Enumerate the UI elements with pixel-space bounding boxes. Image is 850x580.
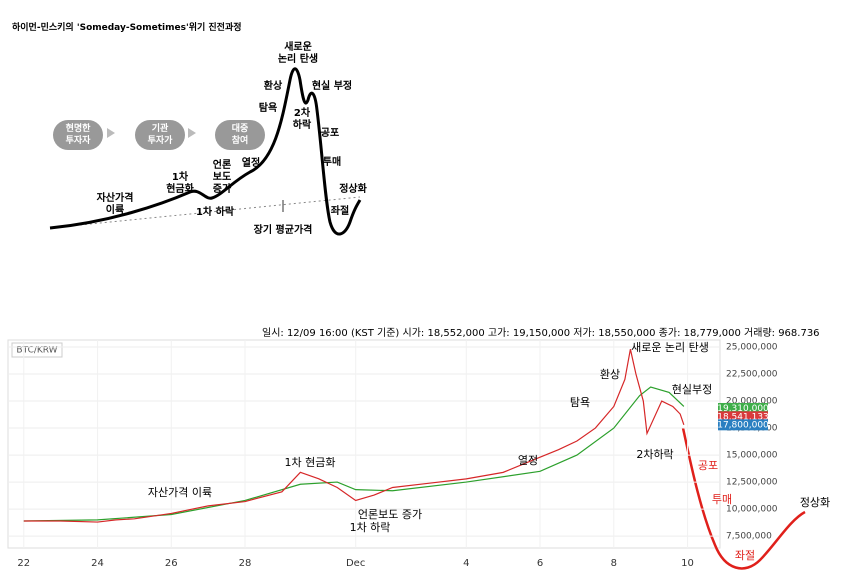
symbol-box xyxy=(11,342,63,358)
y-tick-label: 22,500,000 xyxy=(726,370,778,380)
diagram-label: 장기 평균가격 xyxy=(253,225,313,236)
price-badge xyxy=(718,403,768,415)
chart-annotation: 2차하락 xyxy=(636,448,674,461)
price-badge xyxy=(718,411,768,423)
x-tick-label: 10 xyxy=(681,558,694,569)
x-tick-label: 28 xyxy=(239,558,252,569)
avg-line xyxy=(49,196,361,229)
diagram-label: 공포 xyxy=(320,128,340,139)
diagram-label: 환상 xyxy=(263,81,283,92)
price-line xyxy=(23,386,685,522)
y-tick-label: 25,000,000 xyxy=(726,343,778,353)
chart-annotation: 공포 xyxy=(697,459,719,472)
price-line xyxy=(23,349,685,523)
x-tick-label: 6 xyxy=(537,558,543,569)
cycle-curve xyxy=(49,67,362,236)
x-tick-label: 4 xyxy=(463,558,469,569)
diagram-label: 열정 xyxy=(241,158,261,169)
ohlc-header: 일시: 12/09 16:00 (KST 기준) 시가: 18,552,000 … xyxy=(262,327,820,339)
y-tick-label: 15,000,000 xyxy=(726,451,778,461)
chart-annotation: 투매 xyxy=(711,493,733,506)
diagram-title: 하이먼-민스키의 'Someday-Sometimes'위기 진전과정 xyxy=(12,23,242,33)
chart-annotation: 언론보도 증가 xyxy=(357,508,423,521)
plot-frame xyxy=(7,339,721,549)
stage: 현명한 투자자 xyxy=(53,120,103,150)
stage: 대중 참여 xyxy=(215,120,265,150)
chart-annotation: 1차 하락 xyxy=(349,521,391,534)
price-badge xyxy=(718,419,768,431)
x-tick-label: 26 xyxy=(165,558,178,569)
chart-annotation: 좌절 xyxy=(734,549,756,562)
x-tick-label: 8 xyxy=(611,558,617,569)
diagram-label: 탐욕 xyxy=(258,103,278,114)
diagram-label: 1차 현금화 xyxy=(166,172,194,195)
diagram-label: 좌절 xyxy=(330,206,350,217)
y-tick-label: 7,500,000 xyxy=(726,532,772,542)
price-badge-label: 18,541,133 xyxy=(717,412,769,422)
diagram-label: 정상화 xyxy=(339,184,367,195)
stage: 기관 투자가 xyxy=(135,120,185,150)
diagram-label: 현실 부정 xyxy=(311,81,353,92)
diagram-label: 1차 하락 xyxy=(195,207,235,218)
diagram-label: 언론 보도 증가 xyxy=(212,160,232,195)
chart-annotation: 정상화 xyxy=(799,496,831,509)
y-tick-label: 20,000,000 xyxy=(726,397,778,407)
diagram-label: 새로운 논리 탄생 xyxy=(277,42,319,65)
x-tick-label: Dec xyxy=(346,558,365,569)
forecast-curve xyxy=(681,427,806,570)
price-badge-label: 19,310,000 xyxy=(717,404,769,414)
diagram-label: 투매 xyxy=(322,157,342,168)
price-badge-label: 17,800,000 xyxy=(717,420,769,430)
diagram-label: 자산가격 이륙 xyxy=(96,193,134,216)
y-tick-label: 10,000,000 xyxy=(726,505,778,515)
chart-annotation: 탐욕 xyxy=(569,396,591,409)
x-tick-label: 24 xyxy=(91,558,104,569)
chart-annotation: 열정 xyxy=(517,454,539,467)
chart-annotation: 현실부정 xyxy=(671,383,713,396)
x-tick-label: 22 xyxy=(17,558,30,569)
diagram-label: 2차 하락 xyxy=(292,108,312,131)
chart-annotation: 1차 현금화 xyxy=(284,456,336,469)
symbol: BTC/KRW xyxy=(16,346,57,356)
chart-annotation: 새로운 논리 탄생 xyxy=(631,341,709,354)
chart-annotation: 자산가격 이륙 xyxy=(147,486,213,499)
y-tick-label: 12,500,000 xyxy=(726,478,778,488)
chart-annotation: 환상 xyxy=(599,368,621,381)
